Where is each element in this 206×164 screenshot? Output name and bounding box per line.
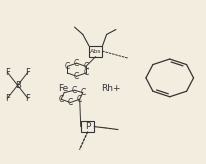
Text: C: C xyxy=(83,62,88,71)
Text: Fe: Fe xyxy=(58,84,68,93)
Text: C: C xyxy=(58,95,63,104)
Bar xyxy=(89,46,102,57)
Text: F: F xyxy=(25,94,30,103)
Text: C: C xyxy=(80,88,85,97)
Bar xyxy=(80,121,94,132)
Text: Abs: Abs xyxy=(90,49,101,54)
Text: C: C xyxy=(74,59,79,68)
Text: F: F xyxy=(25,68,30,77)
Text: F: F xyxy=(5,94,10,103)
Text: P: P xyxy=(84,122,90,131)
Text: Rh+: Rh+ xyxy=(101,84,120,93)
Text: C: C xyxy=(74,72,79,81)
Text: C: C xyxy=(77,95,82,104)
Text: C: C xyxy=(71,86,77,95)
Text: C: C xyxy=(67,98,73,107)
Text: C: C xyxy=(64,62,70,71)
Text: F: F xyxy=(5,68,10,77)
Text: B: B xyxy=(15,81,20,90)
Text: C: C xyxy=(83,69,88,77)
